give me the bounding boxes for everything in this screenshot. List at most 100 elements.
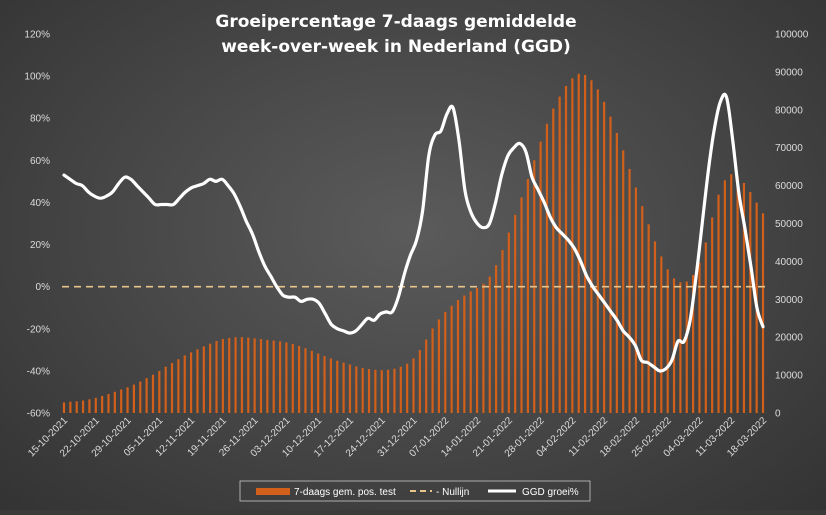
bar [272, 340, 275, 413]
chart-title: Groeipercentage 7-daags gemiddelde week-… [215, 12, 576, 57]
left-axis-tick-label: 60% [30, 156, 50, 167]
bar [367, 369, 371, 413]
bar [456, 300, 460, 413]
bar [278, 341, 282, 413]
growth-line [62, 92, 765, 373]
right-axis-tick-label: 20000 [775, 333, 803, 344]
bar [730, 174, 733, 413]
bar [164, 366, 167, 413]
left-axis-tick-label: 100% [24, 72, 50, 83]
bar [145, 378, 148, 413]
bar [723, 180, 726, 413]
right-axis-tick-label: 0 [775, 409, 781, 420]
left-axis-tick-label: -60% [27, 409, 50, 420]
right-axis-tick-label: 90000 [775, 67, 803, 78]
legend-label-growth: GGD groei% [522, 487, 579, 498]
bar [526, 179, 529, 413]
bar [469, 291, 472, 413]
bar-series [62, 73, 765, 414]
bar [298, 345, 301, 413]
legend-label-bars: 7-daags gem. pos. test [294, 487, 396, 498]
right-axis: 0 10000 20000 30000 40000 50000 60000 70000 8000… [775, 30, 809, 420]
bar [711, 217, 714, 413]
left-axis: -60% -40% -20% 0% 20% 40% 60% 80% 100% 120% [24, 30, 50, 420]
bar [583, 74, 587, 413]
bar [234, 337, 237, 413]
bar [672, 278, 676, 413]
right-axis-tick-label: 50000 [775, 219, 803, 230]
bar [609, 116, 612, 413]
right-axis-tick-label: 100000 [775, 30, 809, 41]
left-axis-tick-label: -40% [27, 366, 50, 377]
bar [158, 370, 161, 413]
growth-line-series [62, 92, 765, 373]
bar [126, 387, 129, 413]
bar [590, 80, 593, 413]
bar [221, 339, 224, 413]
bar [406, 363, 409, 413]
bar [266, 339, 269, 413]
right-axis-tick-label: 80000 [775, 105, 803, 116]
bar [374, 369, 377, 413]
bar [425, 339, 428, 413]
bar [291, 344, 294, 413]
bar [437, 319, 441, 413]
bar [564, 85, 568, 413]
bar [450, 305, 453, 413]
bar [482, 283, 485, 413]
left-axis-tick-label: 120% [24, 30, 50, 41]
bar [596, 89, 599, 414]
bar [647, 224, 650, 413]
bar [749, 192, 752, 413]
right-axis-tick-label: 30000 [775, 295, 803, 306]
bar [285, 342, 288, 413]
bar [215, 340, 218, 413]
bar [736, 176, 739, 413]
bar [577, 73, 580, 414]
legend: 7-daags gem. pos. test - Nullijn GGD gro… [239, 480, 591, 502]
bar [514, 214, 517, 413]
bar [240, 337, 244, 413]
right-axis-tick-label: 10000 [775, 371, 803, 382]
bar [628, 168, 631, 413]
left-axis-tick-label: -20% [27, 324, 50, 335]
left-axis-tick-label: 20% [30, 240, 50, 251]
bar [634, 187, 638, 413]
bar [355, 366, 358, 413]
bar [183, 355, 186, 413]
bar [444, 311, 447, 413]
bar [488, 276, 491, 413]
bar [336, 360, 339, 413]
bar [539, 141, 542, 414]
bar [393, 368, 396, 413]
bar [666, 269, 669, 413]
bar [431, 328, 434, 413]
bar [88, 399, 91, 413]
bar [520, 197, 523, 413]
bar [704, 242, 707, 413]
bar [622, 150, 625, 413]
bar [507, 232, 510, 413]
bar [75, 401, 78, 413]
bar [641, 206, 644, 413]
bar [196, 349, 199, 413]
bar [380, 370, 383, 413]
bar [386, 369, 390, 413]
x-axis: 15-10-202122-10-202129-10-202105-11-2021… [26, 415, 769, 459]
bar [304, 348, 307, 413]
bar [209, 343, 212, 413]
bar [418, 350, 421, 413]
bar [399, 366, 402, 413]
bar [113, 391, 116, 413]
bar [94, 397, 97, 413]
bar [310, 350, 313, 413]
legend-label-zero-line: - Nullijn [436, 487, 469, 498]
bar [361, 367, 364, 413]
right-axis-tick-label: 40000 [775, 257, 803, 268]
left-axis-tick-label: 80% [30, 114, 50, 125]
bar [329, 358, 332, 413]
bar [247, 337, 250, 413]
bar [342, 362, 345, 413]
bar [253, 338, 256, 413]
